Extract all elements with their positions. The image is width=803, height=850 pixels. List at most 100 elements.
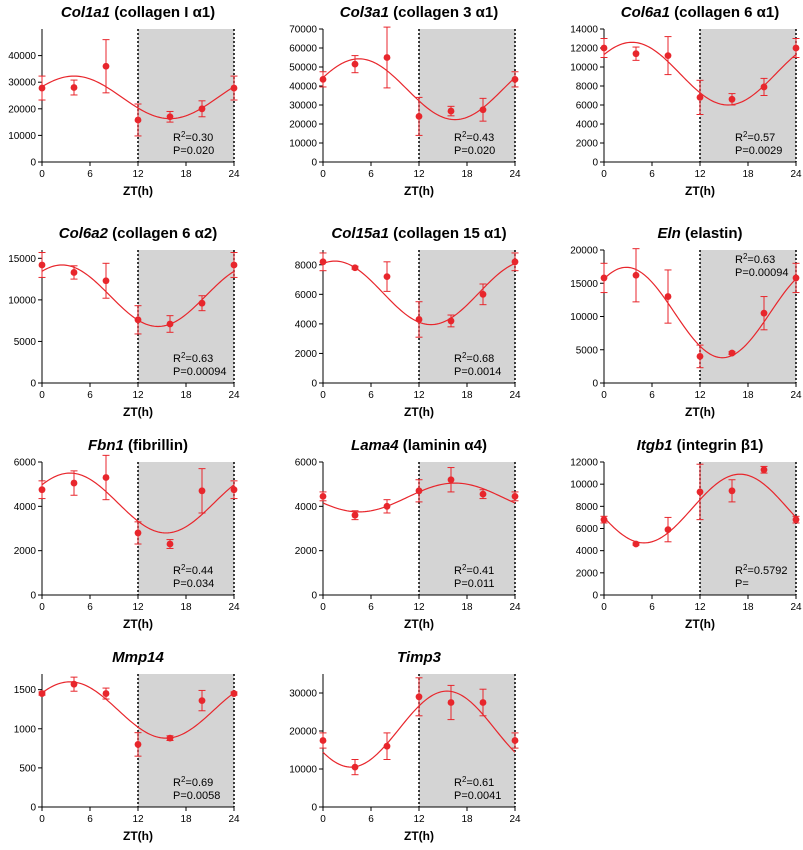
data-point <box>728 95 736 103</box>
panel-title: Col3a1 (collagen 3 α1) <box>340 4 498 21</box>
data-point <box>319 492 327 500</box>
y-tick-label: 0 <box>311 591 317 602</box>
x-tick-label: 6 <box>87 169 93 180</box>
x-tick-label: 18 <box>461 169 473 180</box>
data-point <box>383 742 391 750</box>
y-tick-label: 10000 <box>570 63 598 74</box>
y-tick-label: 14000 <box>570 25 598 36</box>
r2-superscript: 2 <box>181 130 186 139</box>
dark-phase-shading <box>138 250 234 383</box>
data-point <box>415 487 423 495</box>
r-squared-label: R2=0.5792 <box>735 563 787 577</box>
data-point <box>230 690 238 697</box>
data-point <box>198 299 206 307</box>
r2-symbol: R <box>173 565 181 577</box>
data-point <box>230 84 238 92</box>
x-tick-label: 12 <box>413 169 425 180</box>
y-tick-label: 30000 <box>8 78 36 89</box>
data-point <box>600 274 608 282</box>
x-tick-label: 0 <box>601 602 607 613</box>
y-tick-label: 1500 <box>14 685 37 696</box>
x-axis-label: ZT(h) <box>685 405 715 419</box>
x-tick-label: 0 <box>320 814 326 825</box>
r2-value: =0.63 <box>747 254 775 266</box>
data-point <box>447 699 455 706</box>
data-point <box>447 107 455 115</box>
protein-name: (elastin) <box>681 225 743 242</box>
data-point <box>728 349 736 357</box>
data-point <box>166 320 174 328</box>
x-tick-label: 0 <box>320 169 326 180</box>
data-point <box>38 84 46 92</box>
protein-name: (collagen 3 α1) <box>389 4 498 21</box>
x-tick-label: 24 <box>790 602 802 613</box>
chart-panel-eln: 0 5000 10000 15000 20000 0 6 12 18 24 ZT(h) Eln (el… <box>570 225 802 419</box>
x-tick-label: 6 <box>368 814 374 825</box>
r-squared-label: R2=0.63 <box>173 351 213 365</box>
dark-phase-shading <box>138 674 234 807</box>
p-value-label: P=0.00094 <box>735 267 789 279</box>
r-squared-label: R2=0.68 <box>454 351 494 365</box>
x-tick-label: 18 <box>742 390 754 401</box>
chart-panel-itgb1: 0 2000 4000 6000 8000 10000 12000 0 6 12 18 24 ZT(h)… <box>570 437 802 631</box>
x-tick-label: 6 <box>649 169 655 180</box>
y-tick-label: 30000 <box>289 101 317 112</box>
data-point <box>70 84 78 91</box>
chart-panel-timp3: 0 10000 20000 30000 0 6 12 18 24 ZT(h) Timp3 R2=0.6… <box>289 649 521 843</box>
r2-value: =0.44 <box>185 565 213 577</box>
chart-panel-col6a2: 0 5000 10000 15000 0 6 12 18 24 ZT(h) Col6a2 (coll… <box>8 225 240 419</box>
y-tick-label: 0 <box>30 803 36 814</box>
r2-value: =0.63 <box>185 353 213 365</box>
x-axis-label: ZT(h) <box>404 184 434 198</box>
r2-symbol: R <box>454 353 462 365</box>
r2-superscript: 2 <box>181 563 186 572</box>
y-tick-label: 40000 <box>289 82 317 93</box>
data-point <box>632 540 640 548</box>
data-point <box>70 269 78 276</box>
x-tick-label: 24 <box>790 169 802 180</box>
y-tick-label: 6000 <box>14 458 37 469</box>
gene-name: Itgb1 <box>637 437 673 454</box>
r-squared-label: R2=0.30 <box>173 130 213 144</box>
x-tick-label: 12 <box>132 390 144 401</box>
data-point <box>38 690 46 697</box>
p-value-label: P=0.0058 <box>173 790 220 802</box>
r2-symbol: R <box>173 353 181 365</box>
x-tick-label: 24 <box>509 814 521 825</box>
data-point <box>319 75 327 83</box>
x-tick-label: 0 <box>320 390 326 401</box>
r2-superscript: 2 <box>462 563 467 572</box>
data-point <box>351 763 359 771</box>
p-value-label: P=0.011 <box>454 578 494 590</box>
r2-symbol: R <box>454 132 462 144</box>
protein-name: (fibrillin) <box>124 437 188 454</box>
y-tick-label: 20000 <box>570 246 598 257</box>
y-tick-label: 0 <box>311 379 317 390</box>
x-tick-label: 0 <box>601 390 607 401</box>
y-tick-label: 0 <box>311 803 317 814</box>
data-point <box>134 529 142 537</box>
y-tick-label: 4000 <box>576 546 599 557</box>
y-tick-label: 10000 <box>289 765 317 776</box>
data-point <box>600 516 608 524</box>
data-point <box>198 105 206 113</box>
y-tick-label: 5000 <box>14 337 37 348</box>
data-point <box>230 486 238 494</box>
y-tick-label: 2000 <box>295 546 318 557</box>
panel-title: Lama4 (laminin α4) <box>351 437 487 454</box>
y-tick-label: 4000 <box>295 319 318 330</box>
r2-value: =0.30 <box>185 132 213 144</box>
x-tick-label: 24 <box>509 390 521 401</box>
chart-panel-col1a1: 0 10000 20000 30000 40000 0 6 12 18 24 ZT(h) Col1a1… <box>8 4 240 198</box>
data-point <box>415 113 423 120</box>
y-tick-label: 12000 <box>570 458 598 469</box>
panel-title: Itgb1 (integrin β1) <box>637 437 764 454</box>
dark-phase-shading <box>419 29 515 162</box>
panel-title: Col6a1 (collagen 6 α1) <box>621 4 779 21</box>
x-axis-label: ZT(h) <box>685 184 715 198</box>
y-tick-label: 6000 <box>295 290 318 301</box>
r2-value: =0.69 <box>185 777 213 789</box>
r2-symbol: R <box>735 132 743 144</box>
y-tick-label: 500 <box>19 763 36 774</box>
